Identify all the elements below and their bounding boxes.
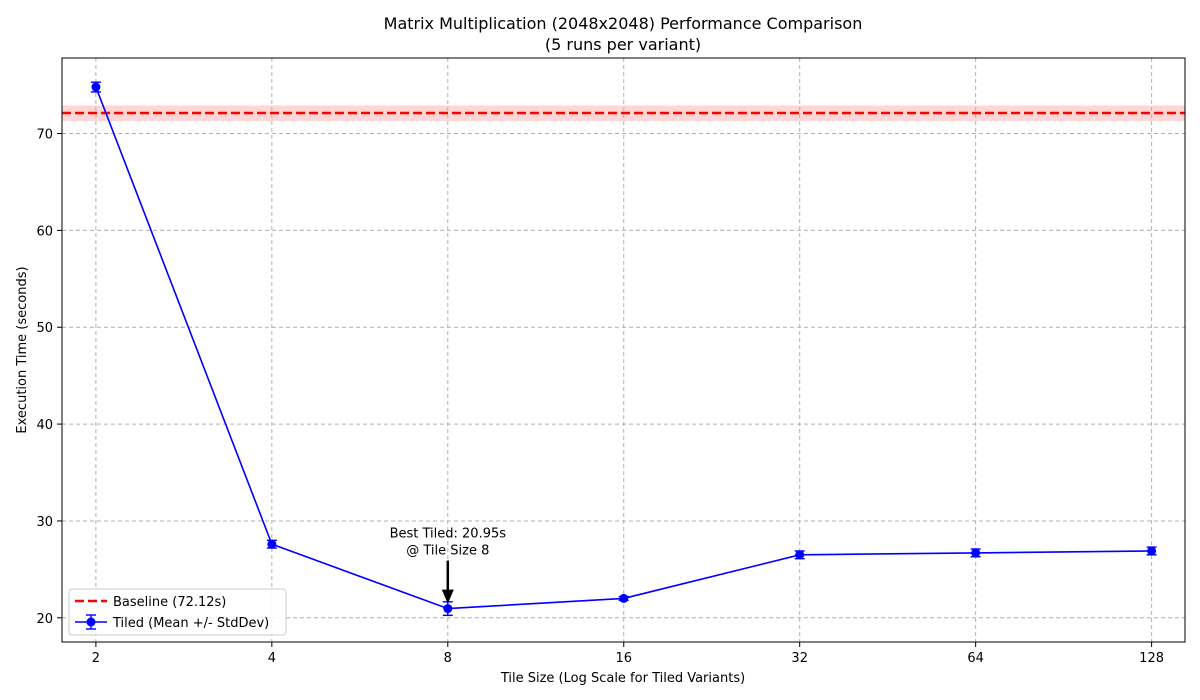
y-tick-label: 40 (36, 418, 53, 433)
data-point (443, 604, 453, 614)
chart-title: Matrix Multiplication (2048x2048) Perfor… (384, 14, 863, 33)
y-tick-label: 60 (36, 224, 53, 239)
data-point (971, 548, 981, 558)
x-tick-label: 16 (615, 651, 632, 666)
data-point (91, 82, 101, 92)
y-tick-label: 20 (36, 612, 53, 627)
data-point (267, 539, 277, 549)
x-tick-label: 8 (444, 651, 452, 666)
legend-box (68, 588, 287, 636)
annotation-line-1: Best Tiled: 20.95s (390, 527, 507, 542)
legend-baseline-label: Baseline (72.12s) (113, 595, 226, 610)
x-tick-label: 2 (92, 651, 100, 666)
y-tick-label: 70 (36, 128, 53, 143)
x-axis-label: Tile Size (Log Scale for Tiled Variants) (500, 671, 745, 686)
annotation-arrow-head (441, 589, 454, 604)
annotation-line-2: @ Tile Size 8 (406, 544, 489, 559)
chart-subtitle: (5 runs per variant) (545, 35, 701, 54)
data-point (1147, 546, 1157, 556)
x-tick-label: 64 (967, 651, 984, 666)
x-tick-label: 4 (268, 651, 276, 666)
y-tick-label: 30 (36, 515, 53, 530)
legend-series-label: Tiled (Mean +/- StdDev) (112, 616, 269, 631)
legend-series-swatch-marker (86, 617, 96, 627)
x-tick-label: 32 (791, 651, 808, 666)
y-tick-label: 50 (36, 321, 53, 336)
data-point (619, 593, 629, 603)
y-axis-label: Execution Time (seconds) (15, 266, 30, 433)
x-tick-label: 128 (1139, 651, 1164, 666)
data-point (795, 550, 805, 560)
